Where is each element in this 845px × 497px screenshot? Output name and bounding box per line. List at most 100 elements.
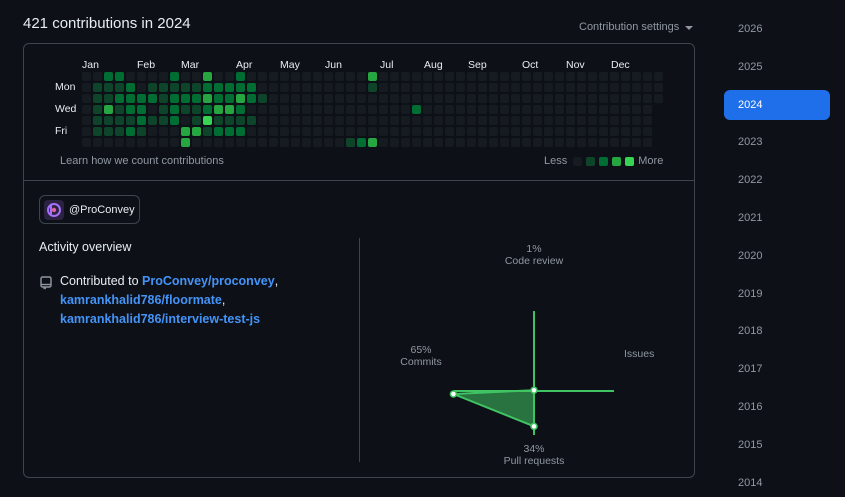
contribution-cell[interactable] (214, 83, 223, 92)
contribution-cell[interactable] (533, 127, 542, 136)
contribution-cell[interactable] (379, 83, 388, 92)
contribution-cell[interactable] (577, 94, 586, 103)
contribution-cell[interactable] (390, 116, 399, 125)
contribution-cell[interactable] (522, 116, 531, 125)
contribution-cell[interactable] (291, 72, 300, 81)
contribution-cell[interactable] (280, 138, 289, 147)
contribution-cell[interactable] (93, 83, 102, 92)
contribution-cell[interactable] (390, 105, 399, 114)
contribution-cell[interactable] (390, 72, 399, 81)
contribution-cell[interactable] (280, 94, 289, 103)
contribution-cell[interactable] (621, 83, 630, 92)
contribution-cell[interactable] (93, 116, 102, 125)
contribution-cell[interactable] (203, 94, 212, 103)
year-2022[interactable]: 2022 (738, 174, 763, 187)
contribution-cell[interactable] (423, 127, 432, 136)
contribution-cell[interactable] (335, 127, 344, 136)
contribution-cell[interactable] (181, 138, 190, 147)
org-filter-button[interactable]: @ProConvey (39, 195, 140, 224)
contribution-cell[interactable] (412, 116, 421, 125)
contribution-cell[interactable] (599, 138, 608, 147)
contribution-cell[interactable] (566, 72, 575, 81)
contribution-cell[interactable] (148, 127, 157, 136)
contribution-cell[interactable] (478, 138, 487, 147)
contribution-cell[interactable] (82, 127, 91, 136)
contribution-cell[interactable] (203, 138, 212, 147)
contribution-cell[interactable] (390, 127, 399, 136)
contribution-cell[interactable] (500, 72, 509, 81)
contribution-cell[interactable] (588, 83, 597, 92)
contribution-cell[interactable] (137, 94, 146, 103)
contribution-cell[interactable] (478, 116, 487, 125)
contribution-cell[interactable] (456, 138, 465, 147)
contribution-cell[interactable] (148, 116, 157, 125)
contribution-cell[interactable] (291, 94, 300, 103)
contribution-cell[interactable] (489, 72, 498, 81)
contribution-cell[interactable] (423, 105, 432, 114)
contribution-cell[interactable] (137, 138, 146, 147)
contribution-cell[interactable] (159, 83, 168, 92)
contribution-cell[interactable] (214, 72, 223, 81)
contribution-cell[interactable] (357, 83, 366, 92)
contribution-cell[interactable] (632, 138, 641, 147)
contribution-cell[interactable] (280, 83, 289, 92)
contribution-cell[interactable] (247, 105, 256, 114)
contribution-cell[interactable] (291, 127, 300, 136)
contribution-cell[interactable] (643, 127, 652, 136)
contribution-cell[interactable] (632, 83, 641, 92)
contribution-cell[interactable] (489, 94, 498, 103)
contribution-cell[interactable] (82, 116, 91, 125)
contribution-cell[interactable] (467, 116, 476, 125)
contribution-cell[interactable] (368, 94, 377, 103)
contribution-cell[interactable] (203, 72, 212, 81)
contribution-cell[interactable] (159, 94, 168, 103)
contribution-cell[interactable] (368, 105, 377, 114)
contribution-cell[interactable] (566, 116, 575, 125)
contribution-cell[interactable] (368, 72, 377, 81)
contribution-cell[interactable] (346, 138, 355, 147)
contribution-cell[interactable] (423, 116, 432, 125)
contribution-cell[interactable] (401, 127, 410, 136)
contribution-cell[interactable] (533, 83, 542, 92)
contribution-cell[interactable] (621, 105, 630, 114)
contribution-cell[interactable] (533, 116, 542, 125)
contribution-cell[interactable] (258, 94, 267, 103)
contribution-cell[interactable] (214, 116, 223, 125)
contribution-cell[interactable] (401, 83, 410, 92)
contribution-cell[interactable] (302, 83, 311, 92)
contribution-cell[interactable] (236, 72, 245, 81)
contribution-cell[interactable] (346, 105, 355, 114)
repo-link[interactable]: ProConvey/proconvey (142, 274, 275, 288)
contribution-cell[interactable] (137, 127, 146, 136)
contribution-cell[interactable] (93, 105, 102, 114)
contribution-cell[interactable] (599, 94, 608, 103)
contribution-cell[interactable] (467, 138, 476, 147)
contribution-cell[interactable] (247, 127, 256, 136)
contribution-cell[interactable] (588, 105, 597, 114)
contribution-cell[interactable] (390, 94, 399, 103)
contribution-cell[interactable] (522, 127, 531, 136)
contribution-cell[interactable] (258, 138, 267, 147)
contribution-cell[interactable] (588, 138, 597, 147)
contribution-cell[interactable] (588, 127, 597, 136)
contribution-cell[interactable] (137, 83, 146, 92)
contribution-cell[interactable] (225, 138, 234, 147)
contribution-cell[interactable] (181, 127, 190, 136)
contribution-cell[interactable] (478, 94, 487, 103)
contribution-cell[interactable] (599, 116, 608, 125)
contribution-cell[interactable] (445, 127, 454, 136)
contribution-cell[interactable] (247, 94, 256, 103)
contribution-cell[interactable] (544, 105, 553, 114)
contribution-cell[interactable] (522, 138, 531, 147)
contribution-cell[interactable] (104, 94, 113, 103)
contribution-cell[interactable] (654, 94, 663, 103)
contribution-cell[interactable] (137, 72, 146, 81)
contribution-cell[interactable] (632, 72, 641, 81)
contribution-cell[interactable] (225, 105, 234, 114)
contribution-cell[interactable] (93, 94, 102, 103)
contribution-cell[interactable] (544, 72, 553, 81)
contribution-cell[interactable] (456, 83, 465, 92)
contribution-cell[interactable] (214, 105, 223, 114)
contribution-cell[interactable] (401, 138, 410, 147)
contribution-cell[interactable] (324, 83, 333, 92)
